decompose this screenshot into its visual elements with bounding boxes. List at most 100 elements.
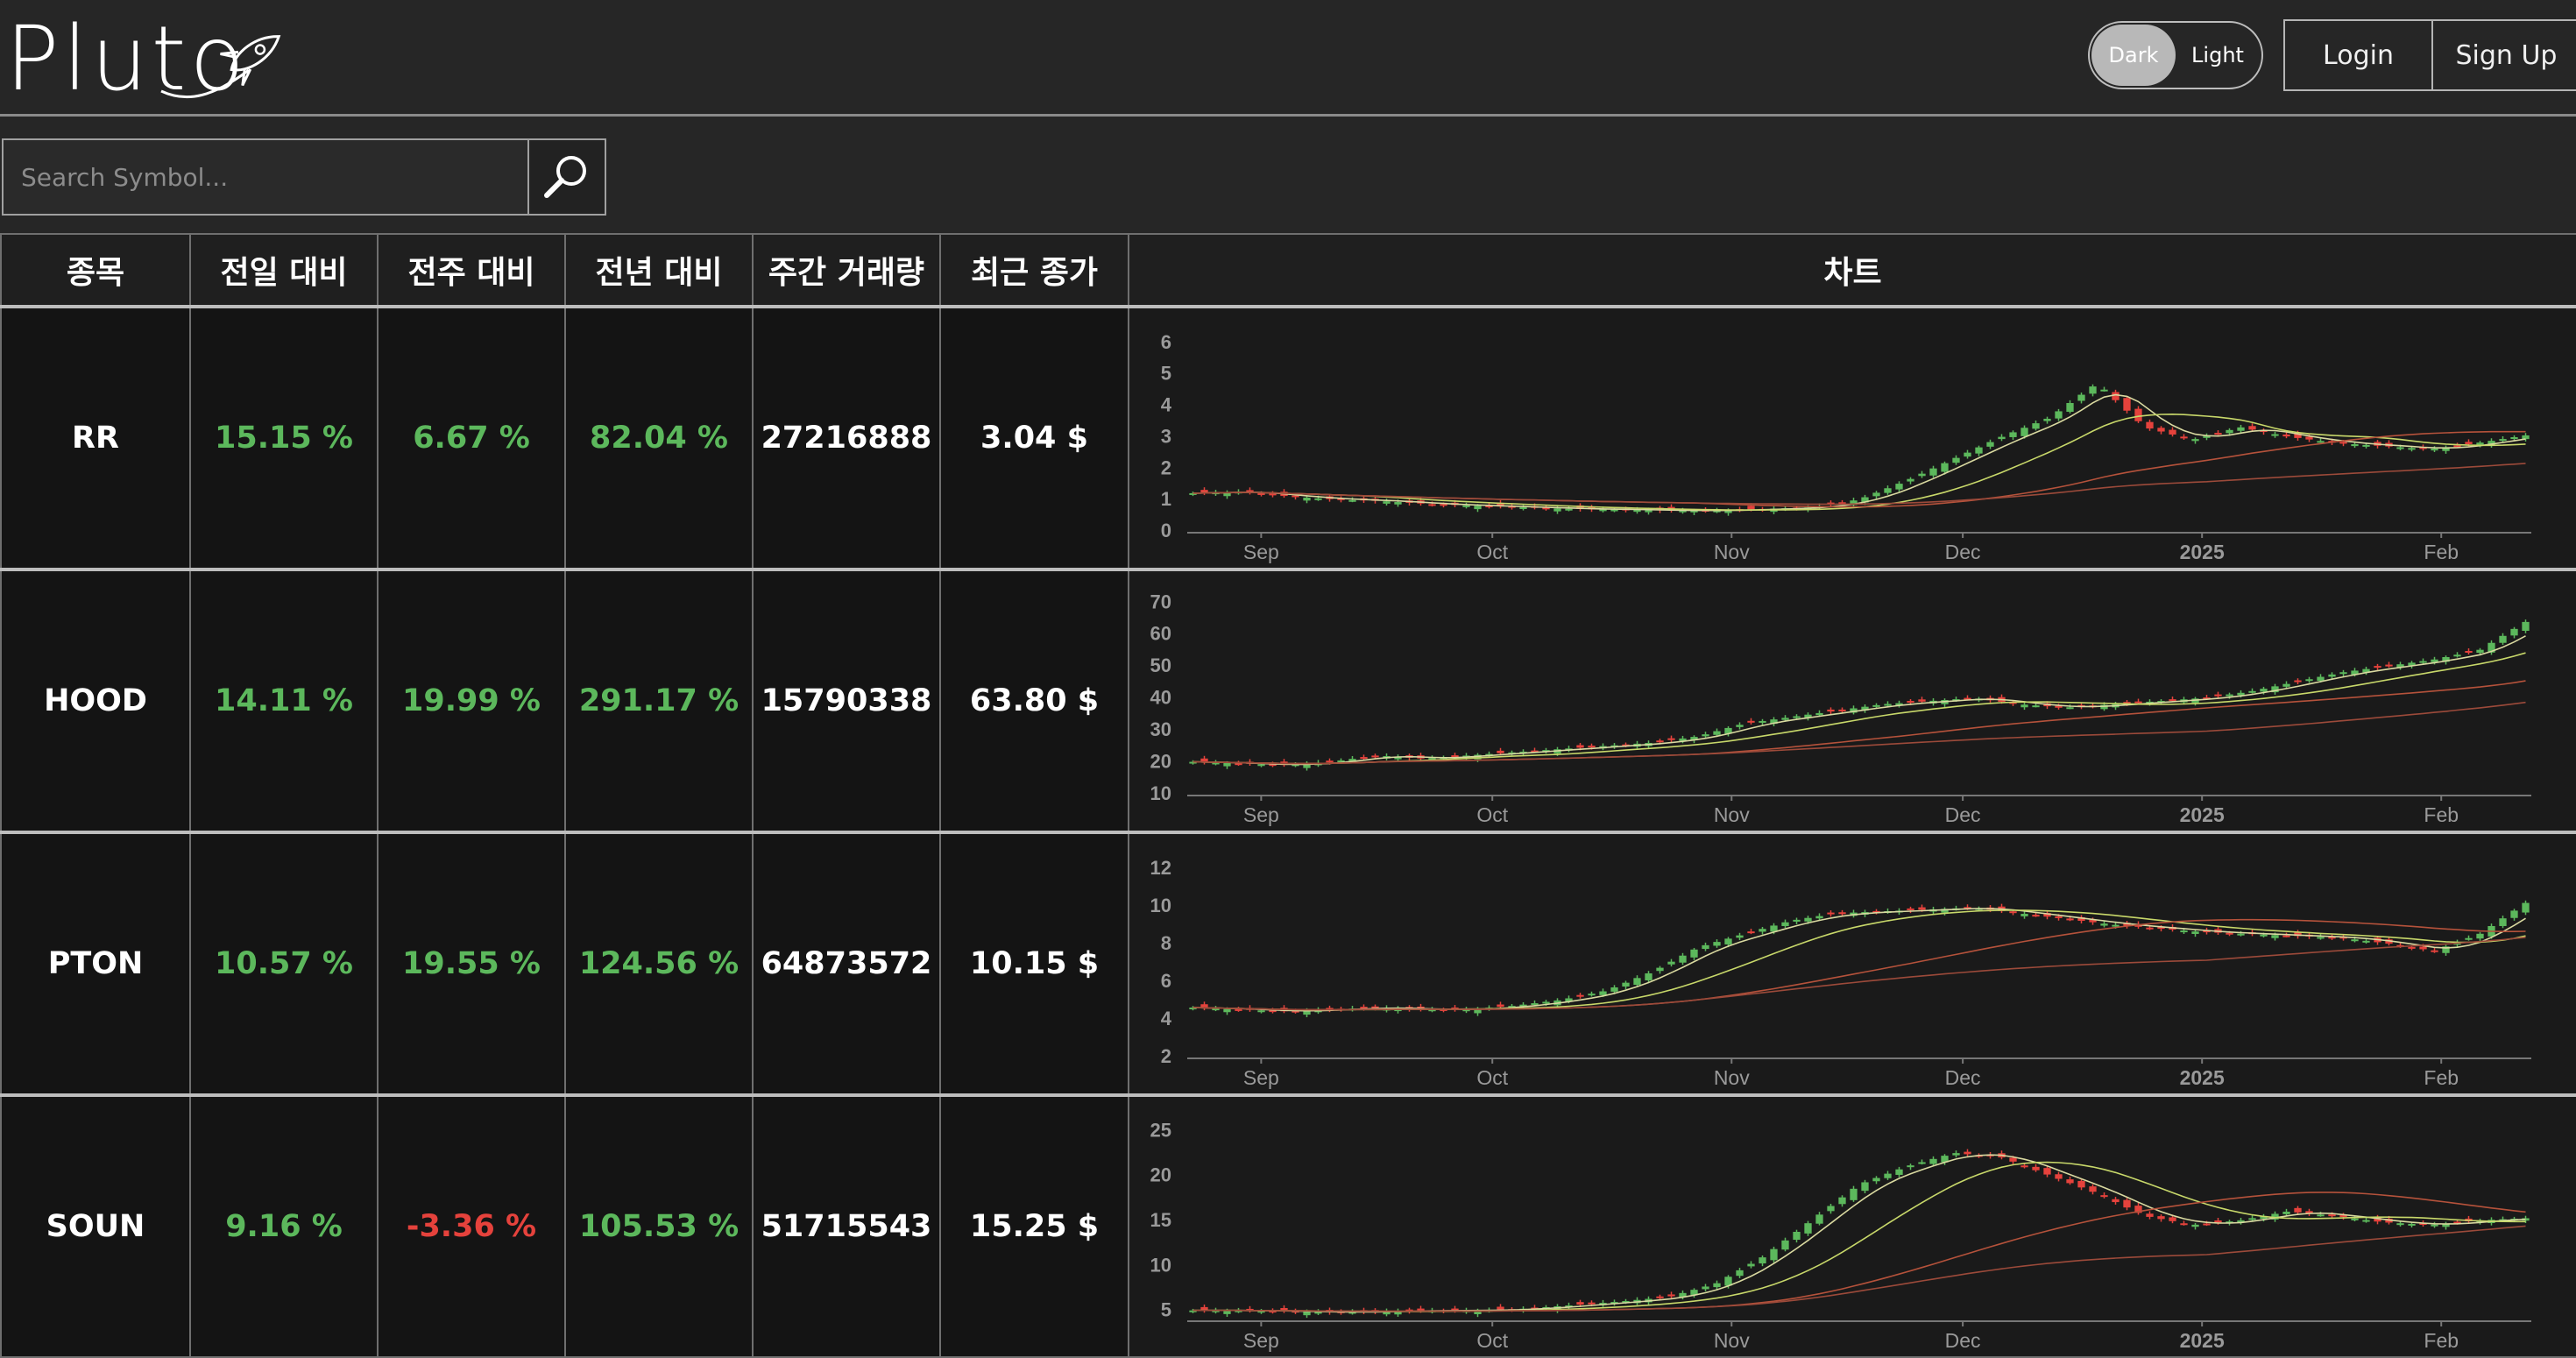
candle-body (1747, 931, 1755, 934)
auth-buttons: Login Sign Up (2283, 19, 2576, 91)
candle-body (1679, 955, 1687, 963)
chart-cell[interactable]: 2 4 6 8 10 12 Sep Oct Nov Dec 2025 Feb (1128, 831, 2576, 1096)
candle-body (2271, 434, 2279, 436)
ma-120-line (1192, 463, 2526, 506)
theme-dark-option[interactable]: Dark (2091, 25, 2176, 86)
candle-body (1884, 488, 1892, 493)
candle-body (2203, 435, 2211, 438)
candle-body (2237, 427, 2245, 431)
candle-body (2362, 668, 2370, 673)
candle-body (1576, 994, 1584, 997)
x-tick-label: Oct (1476, 541, 1508, 563)
candle-body (1838, 1197, 1846, 1205)
candle-body (1257, 764, 1265, 767)
candle-body (2419, 447, 2427, 449)
candle-body (2032, 423, 2040, 429)
rocket-icon (160, 35, 281, 99)
candle-body (1645, 510, 1652, 513)
theme-toggle[interactable]: Dark Light (2088, 21, 2263, 89)
close-cell: 63.80 $ (939, 569, 1129, 833)
candle-body (2317, 937, 2325, 939)
candle-body (2362, 940, 2370, 943)
candle-body (1440, 504, 1447, 506)
table-row[interactable]: HOOD 14.11 % 19.99 % 291.17 % 15790338 6… (0, 569, 2576, 833)
y-tick-label: 5 (1161, 363, 1171, 385)
pluto-logo[interactable]: Pluto (5, 7, 281, 104)
candle-body (2066, 402, 2074, 413)
candle-body (2362, 1220, 2370, 1222)
header-week-change[interactable]: 전주 대비 (377, 233, 566, 308)
candlestick-chart-pton[interactable]: 2 4 6 8 10 12 Sep Oct Nov Dec 2025 Feb (1129, 836, 2575, 1092)
signup-button[interactable]: Sign Up (2431, 21, 2576, 89)
candle-body (1588, 1302, 1596, 1305)
table-row[interactable]: RR 15.15 % 6.67 % 82.04 % 27216888 3.04 … (0, 306, 2576, 570)
candle-body (1474, 754, 1482, 760)
candle-body (2408, 1223, 2416, 1226)
y-tick-label: 70 (1150, 591, 1171, 612)
search-button[interactable] (527, 140, 605, 214)
candle-body (2112, 924, 2120, 927)
candle-body (2226, 1221, 2233, 1224)
candle-body (1713, 510, 1721, 513)
table-row[interactable]: PTON 10.57 % 19.55 % 124.56 % 64873572 1… (0, 831, 2576, 1096)
theme-light-option[interactable]: Light (2191, 43, 2244, 67)
candle-body (1519, 506, 1527, 509)
candle-body (1907, 1165, 1914, 1168)
candle-body (2294, 680, 2302, 683)
candle-body (1200, 758, 1208, 763)
candle-body (1645, 973, 1652, 980)
chart-cell[interactable]: 5 10 15 20 25 Sep Oct Nov Dec 2025 Feb (1128, 1094, 2576, 1358)
candle-body (2077, 916, 2085, 922)
login-button[interactable]: Login (2323, 39, 2394, 71)
candle-body (1519, 1004, 1527, 1008)
candle-body (1702, 1286, 1709, 1290)
candle-body (2431, 659, 2438, 662)
chart-cell[interactable]: 10 20 30 40 50 60 70 Sep Oct Nov Dec 2025 Feb (1128, 569, 2576, 833)
candle-body (1531, 1003, 1539, 1006)
header-weekly-volume[interactable]: 주간 거래량 (752, 233, 941, 308)
candle-body (1394, 502, 1402, 505)
symbol-cell[interactable]: SOUN (0, 1094, 191, 1358)
candle-body (2339, 1214, 2347, 1218)
candlestick-chart-rr[interactable]: 0 1 2 3 4 5 6 Sep Oct Nov Dec 2025 Feb (1129, 310, 2575, 566)
candle-body (2134, 408, 2142, 421)
candle-body (1292, 495, 1299, 498)
candle-body (1383, 501, 1391, 504)
candle-body (2453, 1221, 2461, 1224)
chart-cell[interactable]: 0 1 2 3 4 5 6 Sep Oct Nov Dec 2025 Feb (1128, 306, 2576, 570)
x-tick-label: 2025 (2180, 803, 2225, 826)
week-change-cell: 6.67 % (377, 306, 566, 570)
candle-body (2385, 1219, 2393, 1223)
header-last-close[interactable]: 최근 종가 (939, 233, 1129, 308)
candle-body (2203, 930, 2211, 933)
candle-body (1542, 507, 1550, 510)
candle-body (2020, 1165, 2028, 1168)
header-day-change[interactable]: 전일 대비 (189, 233, 379, 308)
candle-body (1884, 704, 1892, 706)
search-input[interactable] (4, 140, 527, 214)
candle-body (1724, 938, 1732, 944)
table-row[interactable]: SOUN 9.16 % -3.36 % 105.53 % 51715543 15… (0, 1094, 2576, 1358)
symbol-cell[interactable]: HOOD (0, 569, 191, 833)
header-year-change[interactable]: 전년 대비 (564, 233, 754, 308)
candle-body (1861, 497, 1869, 503)
y-tick-label: 25 (1150, 1119, 1171, 1141)
volume-cell: 51715543 (752, 1094, 941, 1358)
candle-body (2431, 449, 2438, 451)
symbol-cell[interactable]: RR (0, 306, 191, 570)
x-tick-label: Nov (1714, 803, 1750, 826)
header-symbol[interactable]: 종목 (0, 233, 191, 308)
x-tick-label: Feb (2424, 803, 2459, 826)
candle-body (2214, 1220, 2222, 1223)
symbol-cell[interactable]: PTON (0, 831, 191, 1096)
candle-body (2339, 442, 2347, 444)
y-tick-label: 30 (1150, 718, 1171, 740)
candle-body (1451, 755, 1459, 758)
candle-body (1747, 506, 1755, 510)
candle-body (2066, 918, 2074, 921)
candle-body (2020, 704, 2028, 708)
candle-body (1348, 499, 1356, 502)
candlestick-chart-hood[interactable]: 10 20 30 40 50 60 70 Sep Oct Nov Dec 2025 Feb (1129, 573, 2575, 829)
candle-body (1998, 436, 2006, 440)
